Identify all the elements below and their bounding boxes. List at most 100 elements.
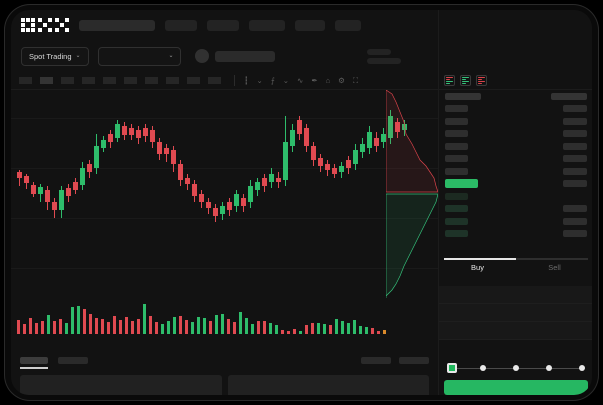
chevron-down-icon: ⌄ — [75, 53, 81, 59]
timeframe-button-3[interactable] — [61, 77, 74, 84]
header-nav-5-skeleton[interactable] — [335, 19, 361, 31]
indicators-icon[interactable]: ⨍ — [270, 75, 275, 85]
timeframe-button-10[interactable] — [208, 77, 221, 84]
header-nav-3-skeleton[interactable] — [249, 19, 285, 31]
trading-pair-select[interactable]: ⌄ — [97, 46, 181, 66]
bottom-tab-2[interactable] — [58, 356, 88, 364]
price-candlestick-chart[interactable] — [11, 90, 438, 298]
orderbook-bid-row[interactable] — [439, 217, 592, 225]
candle-body — [94, 146, 99, 168]
timeframe-button-9[interactable] — [187, 77, 200, 84]
volume-bar — [293, 329, 297, 334]
slider-step-dot[interactable] — [480, 365, 486, 371]
timeframe-button-1[interactable] — [19, 77, 32, 84]
volume-bar — [239, 312, 243, 334]
orders-tabbar — [11, 350, 438, 370]
orderbook-row-price — [445, 105, 468, 112]
volume-bar — [71, 307, 75, 334]
fullscreen-icon[interactable]: ⛶ — [352, 75, 359, 85]
snapshot-camera-icon[interactable]: ⌂ — [325, 75, 331, 85]
order-amount-slider[interactable] — [439, 362, 592, 376]
candle-body — [80, 168, 85, 185]
candle-body — [164, 148, 169, 154]
orderbook-ask-row[interactable] — [439, 105, 592, 113]
orderbook-ask-row[interactable] — [439, 117, 592, 125]
volume-bar — [131, 321, 135, 334]
orderbook-ask-row[interactable] — [439, 130, 592, 138]
header-nav-2-skeleton[interactable] — [207, 19, 239, 31]
volume-bar — [179, 316, 183, 334]
drawing-pencil-icon[interactable]: ✒ — [311, 75, 318, 85]
volume-bar — [359, 326, 363, 334]
line-tool-icon[interactable]: ∿ — [297, 75, 304, 85]
timeframe-button-4[interactable] — [82, 77, 95, 84]
slider-step-dot[interactable] — [513, 365, 519, 371]
candle-body — [395, 122, 400, 132]
chart-settings-icon[interactable]: ⚙ — [338, 75, 345, 85]
volume-bar — [371, 328, 375, 334]
candle-body — [227, 202, 232, 210]
candle-body — [17, 172, 22, 178]
orderbook-last-price-row[interactable] — [439, 179, 592, 188]
volume-bar — [377, 331, 381, 334]
orderbook-row-size — [563, 217, 587, 225]
bottom-tab-1[interactable] — [20, 356, 48, 364]
orderbook-bid-row[interactable] — [439, 192, 592, 200]
volume-bar — [251, 324, 255, 334]
orderbook-ask-row[interactable] — [439, 155, 592, 163]
order-total-field[interactable] — [439, 322, 592, 340]
candlestick-type-icon[interactable]: ┇ — [244, 75, 249, 85]
indicators-dropdown-icon[interactable]: ⌄ — [282, 75, 290, 85]
candle-body — [360, 144, 365, 152]
order-amount-field[interactable] — [439, 304, 592, 322]
orderbook-view-both-icon[interactable] — [444, 75, 455, 86]
orderbook-bid-row[interactable] — [439, 230, 592, 238]
orderbook-ask-row[interactable] — [439, 167, 592, 175]
candle-body — [45, 190, 50, 202]
timeframe-button-2[interactable] — [40, 77, 53, 84]
volume-bar — [245, 318, 249, 334]
orderbook-view-bids-icon[interactable] — [460, 75, 471, 86]
trading-mode-selector[interactable]: Spot Trading ⌄ — [21, 46, 89, 66]
tab-buy[interactable]: Buy — [471, 263, 484, 272]
candle-body — [381, 134, 386, 142]
timeframe-button-8[interactable] — [166, 77, 179, 84]
volume-bar — [341, 321, 345, 334]
slider-step-dot[interactable] — [579, 365, 585, 371]
volume-bar — [119, 320, 123, 334]
timeframe-button-6[interactable] — [124, 77, 137, 84]
header-search-skeleton[interactable] — [79, 19, 155, 31]
volume-bar — [347, 323, 351, 334]
volume-bar — [383, 330, 387, 334]
volume-bar — [305, 325, 309, 334]
orders-tab-active-indicator — [20, 367, 48, 369]
bottom-action-2[interactable] — [399, 356, 429, 364]
header-nav-1-skeleton[interactable] — [165, 19, 197, 31]
candle-body — [66, 188, 71, 196]
orderbook-view-asks-icon[interactable] — [476, 75, 487, 86]
buy-submit-button[interactable] — [444, 380, 588, 395]
bottom-action-1[interactable] — [361, 356, 391, 364]
candle-body — [367, 132, 372, 148]
volume-bar — [29, 318, 33, 334]
timeframe-button-7[interactable] — [145, 77, 158, 84]
gridline-1 — [11, 118, 438, 119]
slider-handle[interactable] — [447, 363, 457, 373]
okx-logo[interactable] — [21, 18, 69, 32]
orderbook[interactable] — [439, 92, 592, 252]
volume-bar — [209, 321, 213, 334]
depth-bids-area — [385, 193, 438, 298]
timeframe-button-5[interactable] — [103, 77, 116, 84]
header-nav-4-skeleton[interactable] — [295, 19, 325, 31]
slider-step-dot[interactable] — [546, 365, 552, 371]
candle-body — [136, 130, 141, 138]
tab-sell[interactable]: Sell — [548, 263, 561, 272]
orderbook-ask-row[interactable] — [439, 142, 592, 150]
bottom-panel-right — [227, 375, 429, 395]
orderbook-row-size — [563, 205, 587, 212]
candlestick-dropdown-icon[interactable]: ⌄ — [256, 75, 263, 85]
order-price-field[interactable] — [439, 286, 592, 304]
chart-toolbar: ┇ ⌄ ⨍ ⌄ ∿ ✒ ⌂ ⚙ ⛶ — [11, 72, 438, 90]
candle-body — [73, 182, 78, 190]
orderbook-bid-row[interactable] — [439, 205, 592, 213]
